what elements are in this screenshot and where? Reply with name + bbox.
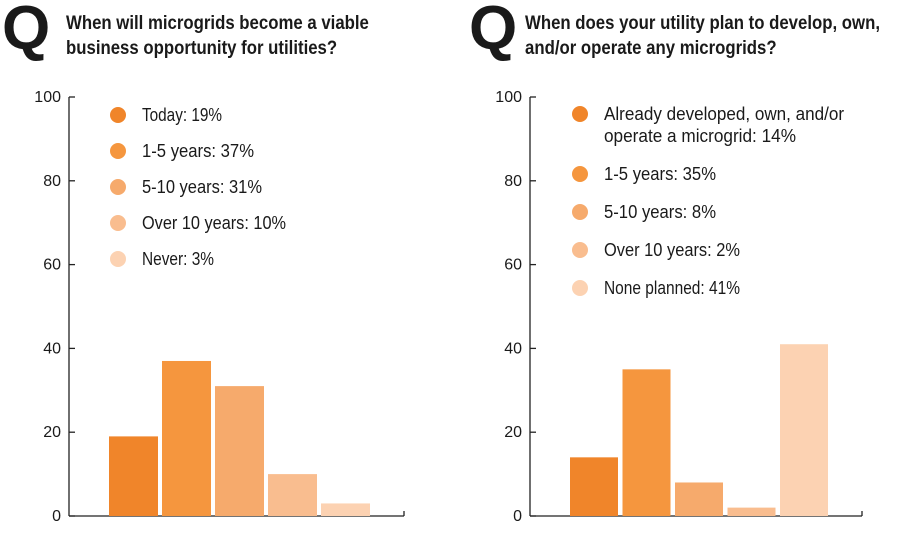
- bar: [727, 507, 776, 516]
- chart-title-line: and/or operate any microgrids?: [525, 37, 777, 59]
- bar: [321, 503, 370, 516]
- bar-chart-svg: 0 20 40 60 80 100 Today: 19% 1-5 years: 37% 5-10…: [34, 89, 405, 525]
- y-tick-label: 0: [513, 508, 522, 525]
- legend-label: Over 10 years: 2%: [604, 240, 740, 260]
- chart-title: When does your utility plan to develop, …: [525, 11, 880, 61]
- legend-dot-icon: [572, 242, 588, 258]
- chart-title-line: business opportunity for utilities?: [66, 37, 338, 59]
- y-tick-label: 20: [504, 424, 522, 441]
- legend-dot-icon: [110, 179, 126, 195]
- legend-dot-icon: [572, 204, 588, 220]
- legend-dot-icon: [110, 143, 126, 159]
- legend-label: Over 10 years: 10%: [142, 213, 286, 233]
- legend-label: None planned: 41%: [604, 278, 740, 298]
- y-tick-label: 40: [43, 340, 61, 357]
- legend-dot-icon: [572, 280, 588, 296]
- legend-label: Never: 3%: [142, 249, 214, 269]
- y-tick-label: 80: [43, 173, 61, 190]
- legend-dot-icon: [572, 106, 588, 122]
- bar: [570, 457, 618, 516]
- legend-dot-icon: [110, 251, 126, 267]
- y-tick-label: 40: [504, 340, 522, 357]
- chart-title-line: When does your utility plan to develop, …: [525, 12, 880, 34]
- legend-label: Already developed, own, and/or: [604, 104, 844, 124]
- y-tick-label: 60: [43, 257, 61, 274]
- bar: [675, 482, 723, 516]
- y-tick-label: 20: [43, 424, 61, 441]
- legend-dot-icon: [572, 166, 588, 182]
- legend-dot-icon: [110, 215, 126, 231]
- bar: [622, 369, 671, 516]
- chart-title: When will microgrids become a viable bus…: [66, 11, 393, 61]
- y-tick-label: 80: [504, 173, 522, 190]
- y-tick-label: 100: [34, 89, 61, 106]
- question-q-icon: Q: [2, 0, 50, 63]
- bar: [268, 474, 317, 516]
- legend-label: Today: 19%: [142, 105, 222, 125]
- legend-label: operate a microgrid: 14%: [604, 126, 796, 146]
- legend-label: 1-5 years: 37%: [142, 141, 254, 161]
- question-q-icon: Q: [469, 0, 517, 63]
- legend-dot-icon: [110, 107, 126, 123]
- bar: [109, 436, 158, 516]
- chart-title-line: When will microgrids become a viable: [66, 12, 369, 34]
- y-tick-label: 60: [504, 257, 522, 274]
- legend-label: 1-5 years: 35%: [604, 164, 716, 184]
- bar: [780, 344, 828, 516]
- chart-panel-microgrid-viability: Q When will microgrids become a viable b…: [0, 0, 450, 538]
- legend-label: 5-10 years: 31%: [142, 177, 262, 197]
- bar-chart-svg: 0 20 40 60 80 100 Already developed, own, and/…: [495, 89, 863, 525]
- legend-label: 5-10 years: 8%: [604, 202, 716, 222]
- bar: [162, 360, 211, 516]
- y-tick-label: 100: [495, 89, 522, 106]
- bar: [215, 386, 264, 516]
- y-tick-label: 0: [52, 508, 61, 525]
- chart-panel-microgrid-plans: Q When does your utility plan to develop…: [450, 0, 903, 538]
